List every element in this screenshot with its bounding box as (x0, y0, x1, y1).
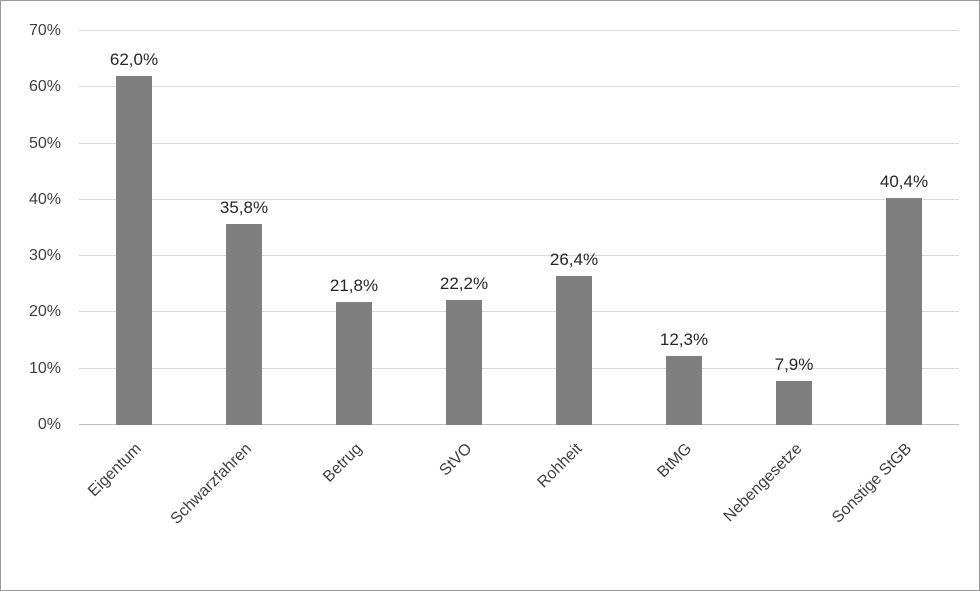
gridline (79, 255, 959, 257)
gridline (79, 198, 959, 200)
gridline (79, 311, 959, 313)
bar (556, 276, 592, 425)
x-tick-label: Rohheit (534, 440, 586, 492)
bar-value-label: 7,9% (774, 354, 814, 374)
bar (886, 197, 922, 425)
x-tick-label: Sonstige StGB (829, 440, 916, 527)
y-tick-label: 20% (28, 303, 61, 321)
x-axis-labels: Eigentum Schwarzfahren Betrug StVO Rohheit Bt… (79, 427, 959, 587)
x-axis-line (79, 424, 959, 425)
y-tick-label: 30% (28, 247, 61, 265)
bar-value-label: 35,8% (219, 197, 269, 217)
y-axis-labels: 0% 10% 20% 30% 40% 50% 60% 70% (1, 23, 71, 433)
bar-value-label: 62,0% (109, 50, 159, 70)
bar (336, 302, 372, 425)
x-tick-label: Schwarzfahren (167, 440, 256, 528)
gridline (79, 142, 959, 144)
bar (666, 355, 702, 425)
bar-value-label: 22,2% (439, 274, 489, 294)
bar (776, 380, 812, 425)
y-tick-label: 0% (37, 416, 61, 433)
bar (446, 300, 482, 425)
x-tick-label: Eigentum (85, 440, 146, 501)
x-tick-label: BtMG (654, 440, 696, 482)
x-tick-label: StVO (436, 440, 476, 480)
bar-value-label: 12,3% (659, 329, 709, 349)
gridline (79, 86, 959, 88)
y-tick-label: 40% (28, 190, 61, 208)
x-tick-label: Betrug (319, 440, 366, 486)
y-tick-label: 50% (28, 134, 61, 152)
y-tick-label: 70% (28, 22, 61, 39)
y-tick-label: 60% (28, 78, 61, 96)
x-tick-label: Nebengesetze (720, 440, 806, 526)
bar (226, 223, 262, 425)
bar-value-label: 40,4% (879, 171, 929, 191)
bar-value-label: 26,4% (549, 250, 599, 270)
bar-value-label: 21,8% (329, 276, 379, 296)
gridline (79, 30, 959, 31)
plot-area: 62,0% 35,8% 21,8% 22,2% 26,4% 12,3% 7,9% 40,4% (79, 30, 959, 425)
bar (116, 76, 152, 425)
y-tick-label: 10% (28, 359, 61, 377)
gridline (79, 367, 959, 369)
